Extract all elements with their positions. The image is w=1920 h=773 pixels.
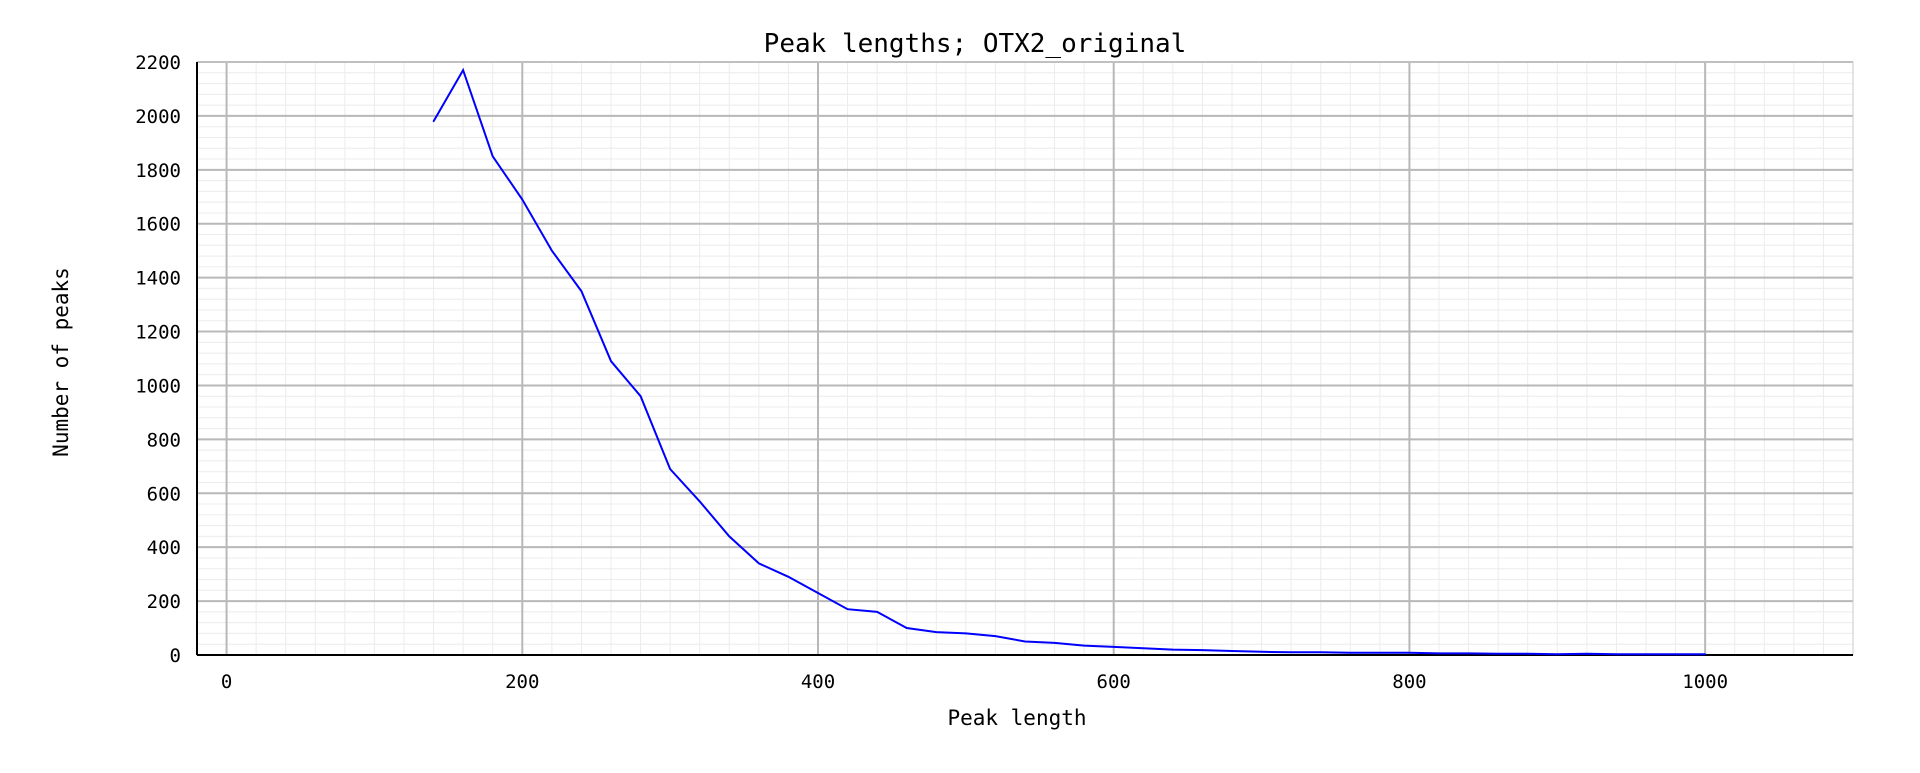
y-tick-label: 1400: [135, 268, 181, 290]
data-point: [817, 592, 819, 594]
y-tick-label: 400: [147, 537, 181, 559]
data-point: [935, 631, 938, 633]
data-point: [669, 468, 671, 470]
y-tick-label: 1600: [135, 214, 181, 236]
y-tick-label: 2200: [135, 52, 181, 74]
data-point: [965, 632, 967, 635]
data-point: [1438, 652, 1440, 655]
data-point: [1674, 653, 1677, 655]
data-point: [1290, 651, 1292, 654]
data-point: [1615, 653, 1618, 655]
data-point: [1053, 642, 1056, 644]
x-tick-label: 0: [221, 671, 232, 693]
data-point: [491, 155, 494, 158]
data-point: [1704, 653, 1706, 655]
data-point: [521, 198, 524, 201]
data-point: [1319, 651, 1322, 654]
y-tick-label: 800: [147, 429, 181, 451]
x-axis-label: Peak length: [947, 706, 1086, 730]
data-point: [1379, 652, 1381, 654]
x-tick-label: 1000: [1682, 671, 1728, 693]
data-point: [1526, 652, 1529, 655]
y-tick-label: 1200: [135, 322, 181, 344]
data-point: [994, 635, 997, 637]
y-tick-label: 1800: [135, 160, 181, 182]
chart-title: Peak lengths; OTX2_original: [764, 29, 1187, 59]
data-point: [551, 249, 553, 252]
data-point: [432, 120, 435, 123]
data-point: [1349, 652, 1352, 654]
data-point: [787, 576, 790, 578]
data-point: [876, 611, 878, 613]
y-axis-label: Number of peaks: [49, 267, 73, 457]
data-point: [1142, 647, 1145, 650]
y-tick-label: 600: [147, 483, 181, 505]
y-tick-label: 200: [147, 591, 181, 613]
data-point: [1112, 646, 1115, 648]
x-tick-label: 800: [1392, 671, 1426, 693]
series-line: [432, 67, 1706, 656]
data-point: [580, 290, 583, 292]
data-point: [1497, 652, 1499, 655]
data-point: [846, 608, 849, 610]
data-point: [1467, 652, 1470, 655]
y-tick-label: 0: [170, 645, 181, 667]
data-point: [1083, 644, 1085, 647]
data-point: [639, 395, 642, 398]
data-point: [1586, 652, 1588, 655]
x-tick-label: 200: [505, 671, 539, 693]
data-point: [698, 500, 701, 503]
data-point: [758, 562, 760, 565]
data-point: [1024, 640, 1026, 643]
data-point: [1201, 649, 1204, 651]
x-tick-label: 400: [801, 671, 835, 693]
data-point: [728, 535, 731, 538]
data-point: [1231, 650, 1233, 652]
x-tick-label: 600: [1097, 671, 1131, 693]
data-point: [1260, 650, 1263, 653]
y-tick-label: 1000: [135, 375, 181, 397]
data-point: [1172, 648, 1174, 651]
data-point: [905, 627, 908, 629]
data-point: [610, 360, 612, 362]
data-point: [462, 69, 464, 71]
grid: [196, 61, 1854, 656]
data-point: [1556, 653, 1559, 655]
data-point: [1645, 653, 1647, 655]
data-point: [1408, 652, 1411, 654]
y-tick-label: 2000: [135, 106, 181, 128]
